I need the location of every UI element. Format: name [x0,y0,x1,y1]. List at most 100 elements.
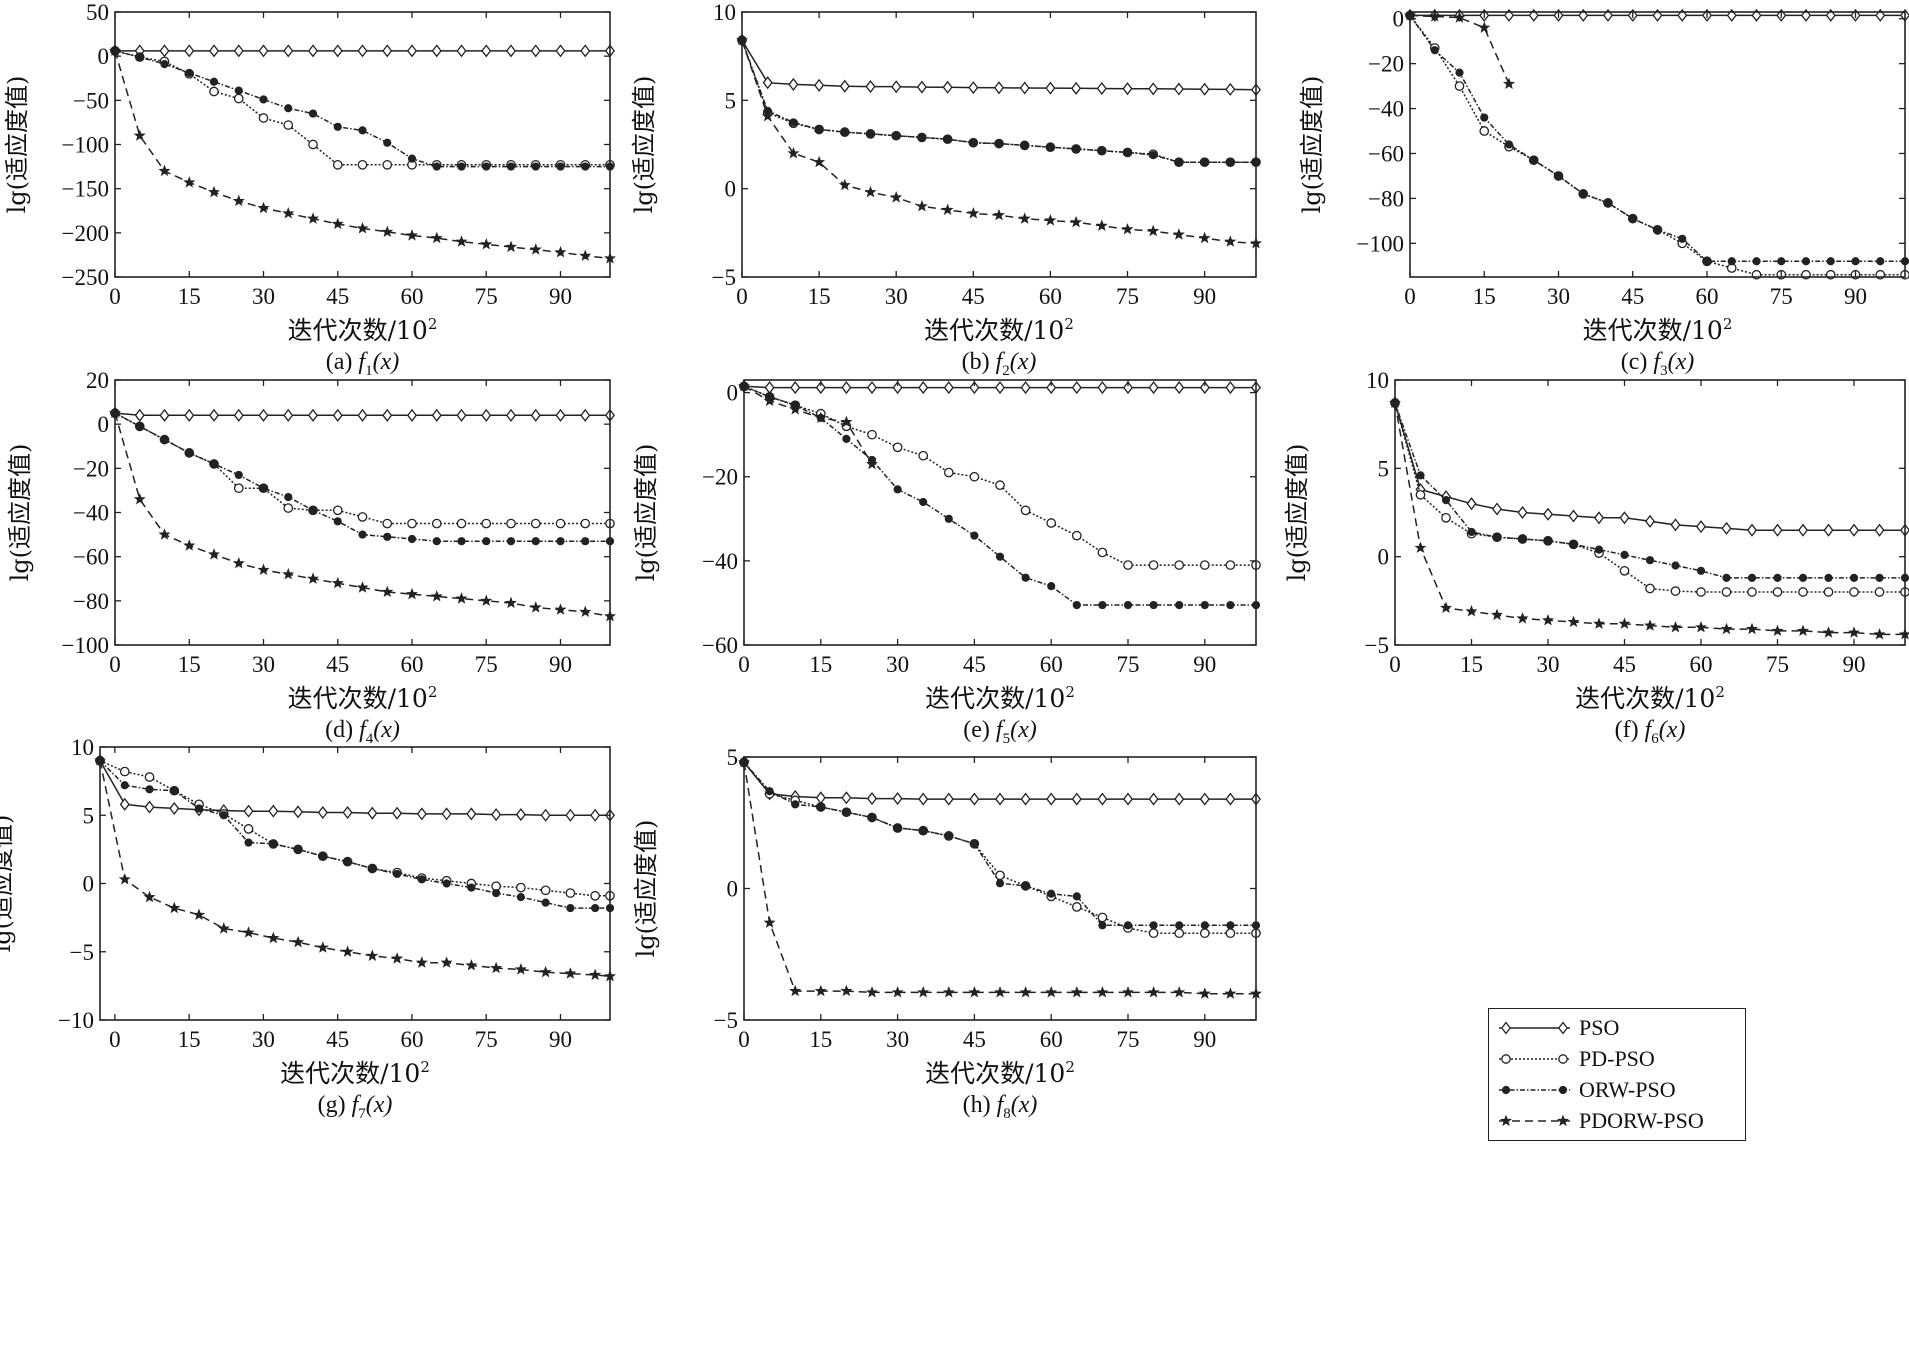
y-tick-label: 10 [1366,368,1389,393]
series-pso [94,754,616,822]
data-point-orw-pso [531,162,540,171]
data-point-pso [540,808,551,822]
data-point-orw-pso [1678,234,1687,243]
x-tick-label: 90 [549,652,572,677]
data-point-orw-pso [1518,534,1527,544]
data-point-orw-pso [333,122,342,131]
legend-marker-orw-pso [1558,1085,1568,1095]
data-point-orw-pso [318,852,327,861]
data-point-pdorw-pso [133,492,146,505]
data-point-pdorw-pso [391,952,404,964]
data-point-pdorw-pso [1198,231,1211,244]
data-point-orw-pso [234,470,243,480]
data-point-orw-pso [135,52,144,62]
data-point-pdorw-pso [331,576,344,589]
data-point-pd-pso [332,159,343,170]
y-tick-label: 10 [71,735,94,760]
data-point-pso [530,408,541,422]
data-point-pdorw-pso [208,548,220,560]
data-point-pd-pso [357,159,368,170]
data-point-pso [590,808,601,822]
data-point-orw-pso [1021,573,1030,582]
data-point-pd-pso [1696,587,1706,597]
data-point-pdorw-pso [316,941,329,953]
y-tick-label: −60 [1368,141,1404,166]
data-point-pdorw-pso [1746,622,1758,635]
data-point-pso [357,408,368,422]
y-tick-label: −100 [62,133,109,158]
data-point-pso [293,805,304,819]
y-tick-label: −40 [73,501,109,526]
data-point-pdorw-pso [217,922,230,934]
panel-caption: (d) f4(x) [325,717,400,747]
data-point-pso [1644,514,1656,528]
data-point-pdorw-pso [341,945,354,957]
data-point-pdorw-pso [1070,986,1083,998]
data-point-pso [1751,8,1762,22]
series-line-orw-pso [743,385,1256,606]
x-tick-label: 30 [252,284,275,309]
data-point-pdorw-pso [1516,612,1529,624]
data-point-pdorw-pso [942,986,955,998]
data-point-pd-pso [995,480,1005,491]
data-point-pso [406,408,418,422]
data-point-orw-pso [432,162,441,171]
data-point-pso [1542,507,1554,521]
x-tick-label: 30 [252,652,275,677]
data-point-pso [233,408,244,422]
data-point-orw-pso [1047,582,1056,591]
data-point-pso [815,381,826,395]
data-point-pdorw-pso [143,890,156,903]
y-tick-label: −5 [1365,633,1389,658]
x-tick-label: 75 [1116,284,1139,309]
data-point-pd-pso [1020,505,1031,516]
data-point-orw-pso [1777,257,1786,266]
data-point-orw-pso [866,129,875,138]
data-point-pso [1046,792,1057,806]
plot-frame [1409,11,1906,278]
data-point-pso [1148,381,1159,395]
data-point-pso [1020,792,1031,806]
data-point-pdorw-pso [505,596,517,609]
series-orw-pso [1405,11,1909,266]
legend-label-orw-pso: ORW-PSO [1579,1077,1676,1102]
data-point-pd-pso [1148,928,1159,939]
data-point-pd-pso [1097,912,1108,923]
data-point-pso [1746,523,1758,537]
series-pso [738,379,1262,395]
data-point-orw-pso [867,813,877,822]
data-point-orw-pso [1149,921,1158,930]
data-point-pdorw-pso [789,984,802,997]
data-point-pdorw-pso [968,986,981,998]
data-point-pdorw-pso [539,965,552,978]
legend-swatch-pd-pso [1499,1054,1570,1064]
data-point-orw-pso [1875,573,1884,582]
x-tick-label: 45 [326,652,349,677]
data-point-pdorw-pso [406,587,418,600]
data-point-pdorw-pso [763,916,776,928]
data-point-pd-pso [540,885,551,896]
data-point-pd-pso [590,890,600,901]
x-tick-label: 30 [886,652,909,677]
data-point-orw-pso [970,531,979,540]
y-axis-title: lg(适应度值) [1283,444,1311,582]
data-point-orw-pso [581,162,590,171]
data-point-pd-pso [969,471,980,482]
data-point-orw-pso [1072,600,1081,610]
data-point-orw-pso [566,903,575,913]
data-point-pdorw-pso [490,961,503,974]
data-point-orw-pso [219,811,228,820]
data-point-pd-pso [1670,586,1681,596]
data-point-pdorw-pso [891,986,904,998]
y-axis-title: lg(适应度值) [1298,76,1326,214]
data-point-pd-pso [119,766,130,777]
data-point-pd-pso [1174,560,1185,570]
data-point-orw-pso [293,845,303,854]
y-tick-label: 0 [727,877,739,902]
data-point-pso [762,76,773,90]
data-point-pso [258,408,269,422]
data-point-orw-pso [944,831,953,841]
x-tick-label: 90 [1193,1027,1216,1052]
